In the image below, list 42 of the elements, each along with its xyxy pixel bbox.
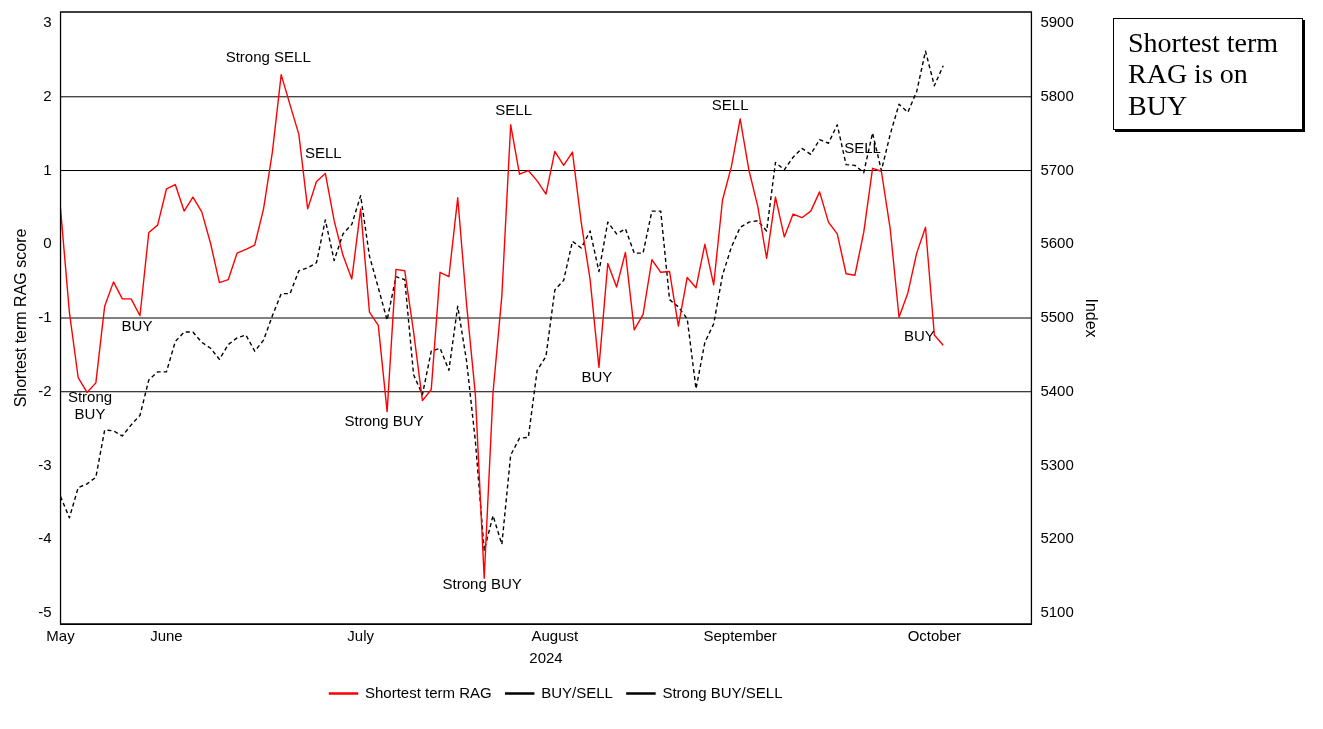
x-tick-label: July: [347, 627, 375, 645]
y-tick-label: -3: [38, 455, 52, 473]
y2-tick-label: 5100: [1040, 603, 1074, 621]
annotation: Strong SELL: [225, 47, 311, 65]
y-tick-label: -2: [38, 381, 52, 399]
annotation: SELL: [844, 139, 881, 157]
x-axis-title: 2024: [529, 649, 563, 667]
y-tick-label: 0: [43, 234, 52, 252]
x-tick-label: May: [46, 627, 76, 645]
y2-tick-label: 5400: [1040, 381, 1074, 399]
y-tick-label: -1: [38, 308, 52, 326]
y2-tick-label: 5700: [1040, 160, 1074, 178]
y-tick-label: 1: [43, 160, 52, 178]
y2-tick-label: 5500: [1040, 308, 1074, 326]
annotation: BUY: [581, 367, 613, 385]
x-tick-label: August: [531, 627, 579, 645]
x-tick-label: October: [907, 627, 962, 645]
x-tick-label: September: [703, 627, 777, 645]
annotation: Strong BUY: [442, 575, 522, 593]
y2-tick-label: 5800: [1040, 86, 1074, 104]
legend-label: Strong BUY/SELL: [662, 683, 783, 701]
annotation: BUY: [903, 327, 935, 345]
y-tick-label: -5: [38, 603, 52, 621]
text: Shortest term RAG is on BUY: [1113, 18, 1303, 131]
y-tick-label: 3: [43, 13, 52, 31]
legend-label: Shortest term RAG: [365, 683, 492, 701]
y2-tick-label: 5900: [1040, 13, 1074, 31]
annotation: SELL: [711, 96, 749, 114]
legend-label: BUY/SELL: [541, 683, 613, 701]
annotation: BUY: [121, 316, 153, 334]
x-tick-label: June: [150, 627, 183, 645]
y-tick-label: 2: [43, 86, 52, 104]
annotation: SELL: [304, 143, 342, 161]
annotation: Strong BUY: [67, 387, 113, 422]
y2-tick-label: 5600: [1040, 234, 1074, 252]
y2-tick-label: 5200: [1040, 529, 1074, 547]
y-tick-label: -4: [38, 529, 52, 547]
y2-tick-label: 5300: [1040, 455, 1074, 473]
y-axis-title: Shortest term RAG score: [12, 228, 30, 408]
annotation: SELL: [495, 100, 533, 118]
y2-axis-title: Index: [1082, 298, 1100, 338]
annotation: Strong BUY: [344, 411, 424, 429]
